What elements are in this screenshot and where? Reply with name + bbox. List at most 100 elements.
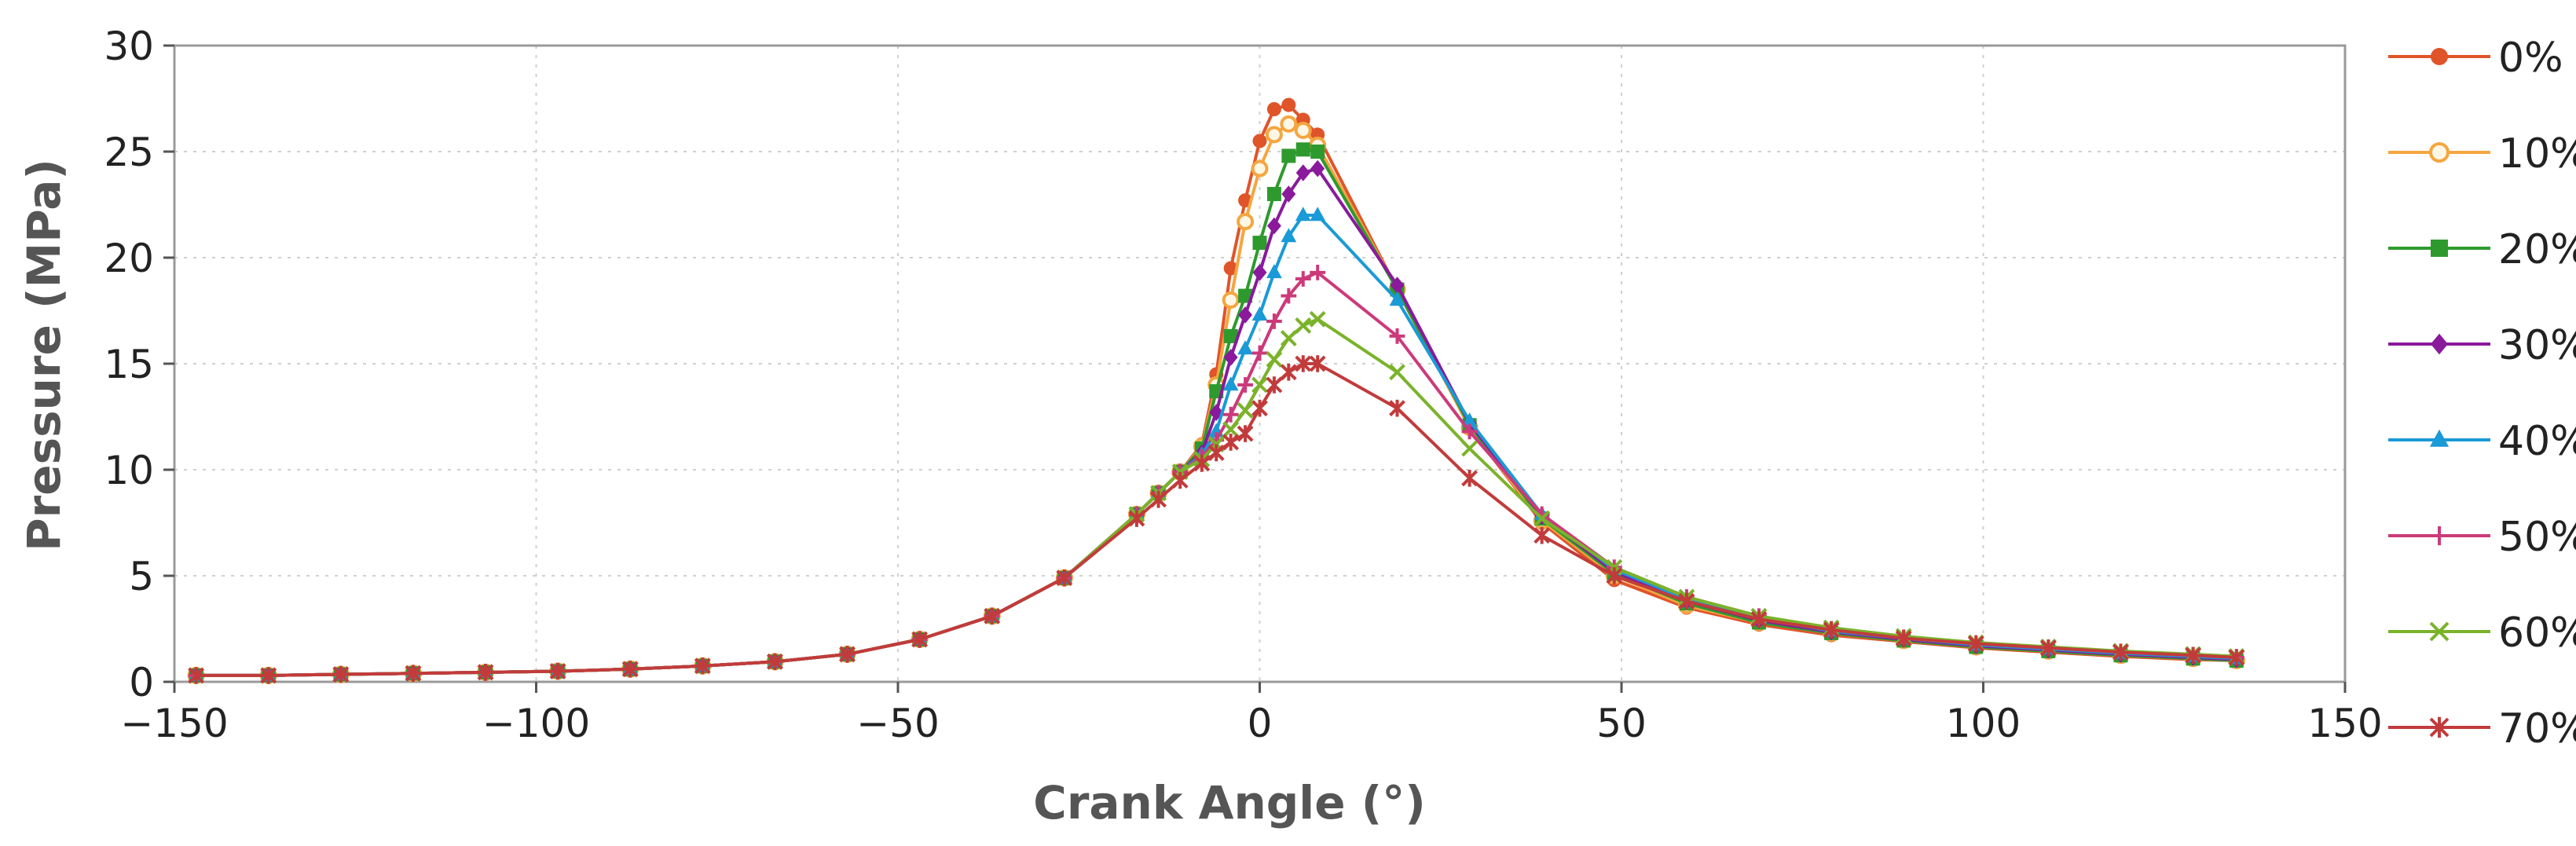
- data-point-30-percent: [1238, 306, 1253, 324]
- data-point-50-percent: [1389, 328, 1405, 344]
- data-point-50-percent: [1281, 287, 1297, 304]
- data-point-70-percent: [984, 607, 1001, 625]
- data-point-60-percent: [1280, 330, 1297, 347]
- legend-marker: [2429, 142, 2450, 163]
- data-point-70-percent: [1251, 399, 1268, 417]
- data-point-20-percent: [1252, 236, 1267, 251]
- data-point-50-percent: [1222, 406, 1239, 423]
- data-point-70-percent: [621, 661, 639, 678]
- series-line-30-percent: [196, 167, 2237, 677]
- data-point-20-percent: [1266, 187, 1281, 201]
- data-point-70-percent: [839, 646, 856, 663]
- legend-label: 0%: [2498, 35, 2563, 82]
- data-point-40-percent: [1266, 264, 1282, 279]
- data-point-70-percent: [332, 665, 350, 683]
- data-point-70-percent: [1266, 376, 1283, 394]
- legend-marker: [2429, 716, 2450, 738]
- series-30-percent: [189, 159, 2244, 684]
- data-point-70-percent: [1309, 355, 1326, 372]
- legend-item-40-percent: 40%: [2388, 418, 2576, 465]
- data-point-70-percent: [1171, 471, 1189, 489]
- y-tick-label: 20: [104, 236, 154, 281]
- series-50-percent: [188, 265, 2244, 683]
- data-point-40-percent: [1295, 207, 1311, 222]
- data-point-70-percent: [1389, 399, 1405, 417]
- data-point-70-percent: [1461, 470, 1479, 487]
- data-point-40-percent: [1251, 306, 1268, 321]
- data-point-70-percent: [1237, 425, 1254, 442]
- series-line-10-percent: [196, 122, 2237, 677]
- y-tick-label: 5: [129, 554, 154, 599]
- data-point-70-percent: [1128, 510, 1145, 527]
- data-point-40-percent: [1281, 228, 1297, 243]
- data-point-60-percent: [1309, 310, 1326, 328]
- legend-marker: [2429, 621, 2450, 642]
- data-point-70-percent: [2112, 643, 2129, 661]
- legend: 0% 10% 20% 30% 40% 50% 60% 70%: [2388, 35, 2576, 753]
- x-tick-label: −50: [856, 701, 940, 746]
- legend-marker: [2431, 240, 2448, 257]
- legend-label: 40%: [2498, 418, 2576, 465]
- series-line-50-percent: [196, 270, 2237, 677]
- data-point-10-percent: [1265, 126, 1283, 144]
- y-tick-label: 30: [104, 24, 154, 69]
- data-point-70-percent: [2039, 639, 2057, 657]
- data-point-70-percent: [477, 664, 494, 681]
- data-point-40-percent: [1310, 207, 1326, 222]
- legend-item-70-percent: 70%: [2388, 705, 2576, 753]
- data-point-20-percent: [1223, 328, 1238, 343]
- x-tick-label: 150: [2307, 701, 2382, 746]
- data-point-70-percent: [1150, 491, 1167, 508]
- legend-item-0-percent: 0%: [2388, 35, 2563, 82]
- data-point-60-percent: [1237, 401, 1254, 419]
- legend-label: 30%: [2498, 322, 2576, 369]
- data-point-50-percent: [1310, 265, 1326, 280]
- data-point-70-percent: [1295, 355, 1312, 372]
- data-point-60-percent: [1295, 317, 1312, 334]
- legend-label: 20%: [2498, 226, 2576, 273]
- legend-marker: [2431, 48, 2448, 65]
- data-point-30-percent: [1281, 185, 1296, 203]
- data-point-10-percent: [1294, 122, 1312, 139]
- data-point-70-percent: [694, 657, 711, 675]
- data-point-0-percent: [1266, 102, 1281, 116]
- data-point-20-percent: [1238, 288, 1253, 303]
- y-tick-label: 25: [104, 130, 154, 175]
- data-point-20-percent: [1295, 142, 1310, 157]
- data-point-70-percent: [549, 662, 566, 680]
- data-point-50-percent: [1251, 345, 1268, 361]
- y-tick-label: 0: [129, 660, 154, 705]
- data-point-60-percent: [1266, 351, 1283, 368]
- data-point-70-percent: [1056, 569, 1073, 587]
- data-point-40-percent: [1389, 291, 1405, 306]
- data-point-60-percent: [1534, 510, 1551, 527]
- data-point-60-percent: [1222, 421, 1240, 438]
- legend-item-10-percent: 10%: [2388, 130, 2576, 178]
- y-tick-label: 15: [104, 342, 154, 387]
- data-point-70-percent: [1222, 434, 1240, 451]
- data-point-50-percent: [1295, 271, 1311, 287]
- data-point-10-percent: [1237, 213, 1255, 231]
- series-line-70-percent: [196, 362, 2237, 677]
- data-point-10-percent: [1222, 291, 1240, 309]
- data-point-30-percent: [1295, 164, 1310, 181]
- data-point-70-percent: [2228, 649, 2245, 666]
- data-point-70-percent: [1750, 610, 1768, 628]
- data-point-70-percent: [767, 653, 783, 671]
- legend-marker: [2429, 526, 2450, 546]
- axis-ticks: −150 −100 −50 0 50 100 150 0 5 10 15 20 25 30: [104, 24, 2382, 746]
- data-point-70-percent: [1207, 444, 1225, 462]
- data-point-0-percent: [1252, 134, 1267, 148]
- legend-label: 10%: [2498, 130, 2576, 178]
- data-point-0-percent: [1223, 261, 1238, 276]
- series-lines: [187, 97, 2245, 684]
- series-10-percent: [187, 115, 2245, 684]
- legend-item-60-percent: 60%: [2388, 610, 2576, 657]
- data-point-40-percent: [1222, 376, 1239, 391]
- data-point-60-percent: [1461, 440, 1479, 457]
- y-axis-title: Pressure (MPa): [17, 159, 71, 551]
- data-point-30-percent: [1223, 349, 1238, 366]
- x-tick-label: −100: [482, 701, 590, 746]
- legend-item-50-percent: 50%: [2388, 514, 2576, 561]
